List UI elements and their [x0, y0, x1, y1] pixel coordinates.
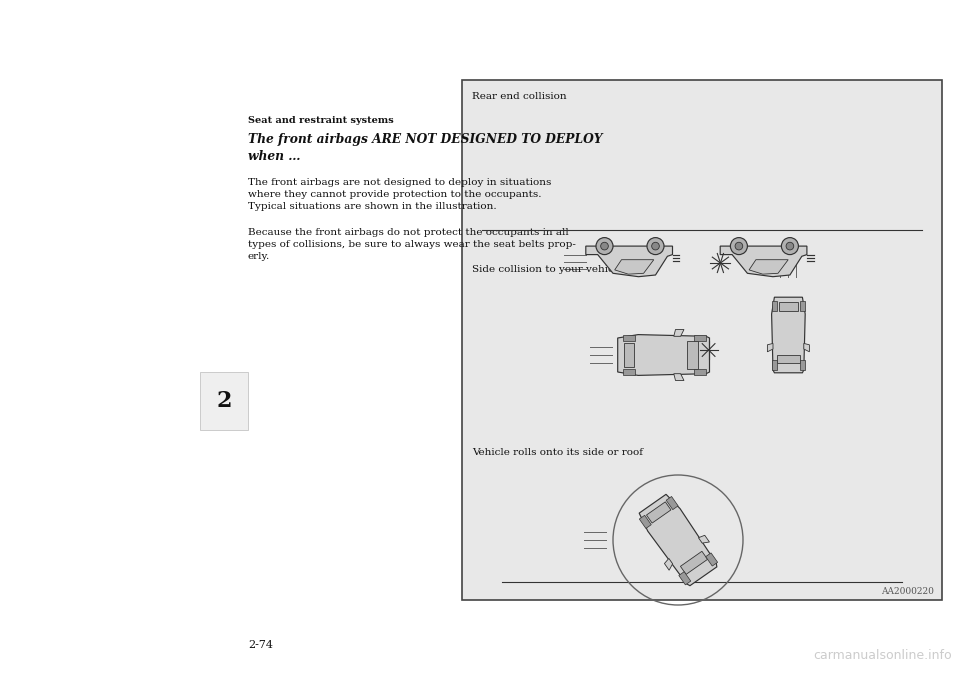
Text: Typical situations are shown in the illustration.: Typical situations are shown in the illu… [248, 202, 496, 211]
Text: AA2000220: AA2000220 [881, 587, 934, 596]
Bar [623, 335, 635, 342]
Polygon shape [804, 343, 809, 352]
Text: The front airbags are not designed to deploy in situations: The front airbags are not designed to de… [248, 178, 551, 187]
Bar [623, 369, 635, 376]
Text: Side collision to your vehicle: Side collision to your vehicle [472, 265, 623, 274]
Circle shape [781, 237, 799, 255]
Text: where they cannot provide protection to the occupants.: where they cannot provide protection to … [248, 190, 541, 199]
Text: 2: 2 [216, 390, 231, 412]
Circle shape [786, 242, 794, 250]
Polygon shape [614, 260, 654, 274]
Polygon shape [674, 330, 684, 336]
Circle shape [731, 237, 748, 255]
Polygon shape [674, 374, 684, 380]
Circle shape [735, 242, 743, 250]
Text: Vehicle rolls onto its side or roof: Vehicle rolls onto its side or roof [472, 448, 643, 457]
Polygon shape [586, 246, 673, 277]
Polygon shape [779, 302, 798, 311]
Polygon shape [749, 260, 788, 274]
Polygon shape [617, 335, 709, 376]
Text: types of collisions, be sure to always wear the seat belts prop-: types of collisions, be sure to always w… [248, 240, 576, 249]
Text: 2-74: 2-74 [248, 640, 273, 650]
Circle shape [647, 237, 664, 255]
Polygon shape [772, 297, 805, 373]
Polygon shape [687, 342, 698, 369]
Polygon shape [639, 494, 717, 586]
Polygon shape [778, 355, 800, 363]
Text: The front airbags ARE NOT DESIGNED TO DEPLOY
when …: The front airbags ARE NOT DESIGNED TO DE… [248, 133, 603, 163]
Text: carmanualsonline.info: carmanualsonline.info [813, 649, 952, 662]
Bar [772, 360, 778, 370]
Bar [694, 369, 707, 376]
Polygon shape [664, 559, 673, 570]
Text: erly.: erly. [248, 252, 271, 261]
Circle shape [601, 242, 609, 250]
Polygon shape [681, 551, 708, 574]
Bar [639, 515, 651, 528]
Circle shape [596, 237, 613, 255]
Bar [800, 302, 805, 311]
Polygon shape [767, 343, 773, 352]
Bar [462, 80, 942, 600]
Bar [772, 302, 778, 311]
Bar [200, 372, 248, 430]
Bar [666, 496, 678, 510]
Bar [800, 360, 805, 370]
Polygon shape [720, 246, 807, 277]
Polygon shape [646, 502, 671, 523]
Circle shape [652, 242, 660, 250]
Polygon shape [699, 536, 709, 543]
Text: Because the front airbags do not protect the occupants in all: Because the front airbags do not protect… [248, 228, 568, 237]
Text: Rear end collision: Rear end collision [472, 92, 566, 101]
Bar [679, 572, 691, 585]
Polygon shape [624, 343, 634, 367]
Bar [694, 335, 707, 342]
Bar [706, 553, 718, 566]
Text: Seat and restraint systems: Seat and restraint systems [248, 116, 394, 125]
